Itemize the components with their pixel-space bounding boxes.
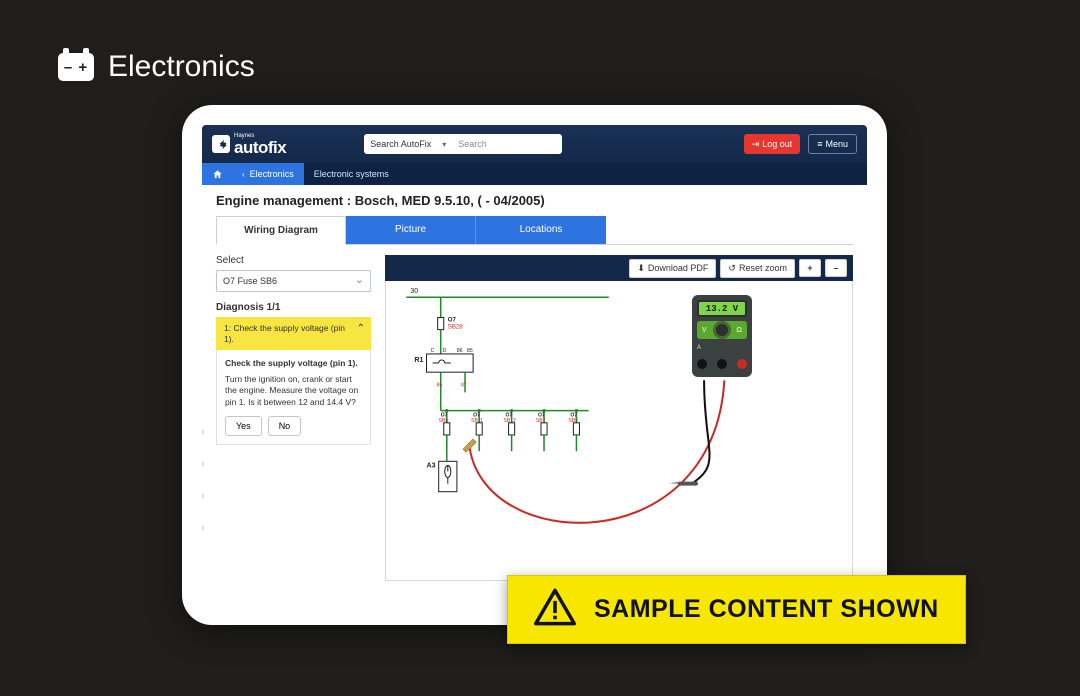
svg-text:A3: A3 [427, 461, 436, 469]
breadcrumb-electronics[interactable]: ‹ Electronics [232, 163, 304, 185]
app-screen: Haynes autofix Search AutoFix ⇥ Log out … [202, 125, 867, 605]
svg-text:R1: R1 [414, 356, 423, 364]
svg-text:85: 85 [467, 348, 473, 354]
logo-main: autofix [234, 138, 286, 157]
breadcrumb: ‹ Electronics Electronic systems [202, 163, 867, 185]
svg-text:30: 30 [410, 287, 418, 295]
breadcrumb-home[interactable] [202, 163, 232, 185]
wiring-diagram-svg: 30O7SB28R1CD86858587O7SB6O7SB11O7SB12O7S… [386, 281, 852, 581]
logout-icon: ⇥ [752, 139, 760, 150]
content: Engine management : Bosch, MED 9.5.10, (… [202, 185, 867, 589]
svg-text:SB9: SB9 [568, 418, 578, 424]
section-heading-text: Electronics [108, 50, 255, 84]
body-row: Select O7 Fuse SB6 Diagnosis 1/1 1: Chec… [216, 255, 853, 581]
breadcrumb-electronic-systems[interactable]: Electronic systems [304, 163, 399, 185]
warning-icon [534, 588, 576, 631]
select-label: Select [216, 255, 371, 266]
menu-button[interactable]: ≡ Menu [808, 134, 857, 154]
multimeter-port-red [737, 359, 747, 369]
tab-wiring-diagram[interactable]: Wiring Diagram [216, 216, 346, 245]
tabs: Wiring Diagram Picture Locations [216, 216, 853, 245]
svg-text:O7: O7 [448, 318, 457, 324]
multimeter: 13.2 V V Ω A [692, 295, 752, 377]
multimeter-port-black [697, 359, 707, 369]
logout-button[interactable]: ⇥ Log out [744, 134, 801, 154]
svg-text:SB11: SB11 [471, 418, 483, 424]
yes-button[interactable]: Yes [225, 416, 262, 436]
section-heading: – + Electronics [58, 50, 255, 84]
zoom-out-button[interactable]: – [825, 259, 847, 277]
multimeter-reading: 13.2 V [697, 300, 747, 317]
tablet-frame: Haynes autofix Search AutoFix ⇥ Log out … [182, 105, 887, 625]
logo[interactable]: Haynes autofix [212, 133, 286, 156]
svg-text:SB7: SB7 [536, 418, 546, 424]
home-icon [212, 169, 223, 180]
left-panel: Select O7 Fuse SB6 Diagnosis 1/1 1: Chec… [216, 255, 371, 581]
navbar: Haynes autofix Search AutoFix ⇥ Log out … [202, 125, 867, 163]
diagram-canvas[interactable]: 30O7SB28R1CD86858587O7SB6O7SB11O7SB12O7S… [385, 281, 853, 581]
svg-text:SB6: SB6 [439, 418, 449, 424]
multimeter-dial [713, 321, 731, 339]
search-group: Search AutoFix [364, 134, 562, 154]
multimeter-port-com [717, 359, 727, 369]
svg-text:87: 87 [461, 382, 467, 388]
diagram-toolbar: ⬇ Download PDF ↺ Reset zoom + – [385, 255, 853, 281]
logo-text: Haynes autofix [234, 133, 286, 156]
step-title: Check the supply voltage (pin 1). [225, 358, 362, 369]
page-title: Engine management : Bosch, MED 9.5.10, (… [216, 193, 853, 208]
reset-zoom-button[interactable]: ↺ Reset zoom [720, 259, 795, 278]
menu-icon: ≡ [817, 139, 822, 149]
svg-text:SB12: SB12 [504, 418, 517, 424]
svg-text:C: C [431, 348, 435, 354]
fuse-select[interactable]: O7 Fuse SB6 [216, 270, 371, 292]
reset-icon: ↺ [728, 263, 736, 274]
search-scope-select[interactable]: Search AutoFix [364, 134, 452, 154]
svg-text:D: D [443, 348, 447, 354]
tab-picture[interactable]: Picture [346, 216, 476, 244]
search-input[interactable] [452, 134, 562, 154]
no-button[interactable]: No [268, 416, 302, 436]
diagnosis-title: Diagnosis 1/1 [216, 302, 371, 313]
battery-icon: – + [58, 53, 94, 81]
zoom-in-button[interactable]: + [799, 259, 821, 277]
reset-label: Reset zoom [739, 263, 787, 273]
breadcrumb-label: Electronics [250, 169, 294, 179]
svg-text:86: 86 [457, 348, 463, 354]
svg-text:85: 85 [437, 382, 443, 388]
svg-text:SB28: SB28 [448, 325, 463, 331]
chevron-left-icon: ‹ [242, 170, 245, 179]
logout-label: Log out [762, 139, 792, 149]
download-pdf-button[interactable]: ⬇ Download PDF [629, 259, 716, 278]
breadcrumb-label: Electronic systems [314, 169, 389, 179]
tab-locations[interactable]: Locations [476, 216, 606, 244]
sample-banner-text: SAMPLE CONTENT SHOWN [594, 595, 939, 624]
step-text: Turn the ignition on, crank or start the… [225, 374, 362, 408]
download-icon: ⬇ [637, 263, 645, 274]
sample-content-banner: SAMPLE CONTENT SHOWN [507, 575, 966, 644]
diagnosis-step-header[interactable]: 1: Check the supply voltage (pin 1). [216, 317, 371, 350]
menu-label: Menu [825, 139, 848, 149]
download-label: Download PDF [648, 263, 709, 273]
logo-icon [212, 135, 230, 153]
diagnosis-step-body: Check the supply voltage (pin 1). Turn t… [216, 350, 371, 445]
diagram-panel: ⬇ Download PDF ↺ Reset zoom + – 30 O7SB28… [385, 255, 853, 581]
pager-dots [202, 429, 204, 531]
